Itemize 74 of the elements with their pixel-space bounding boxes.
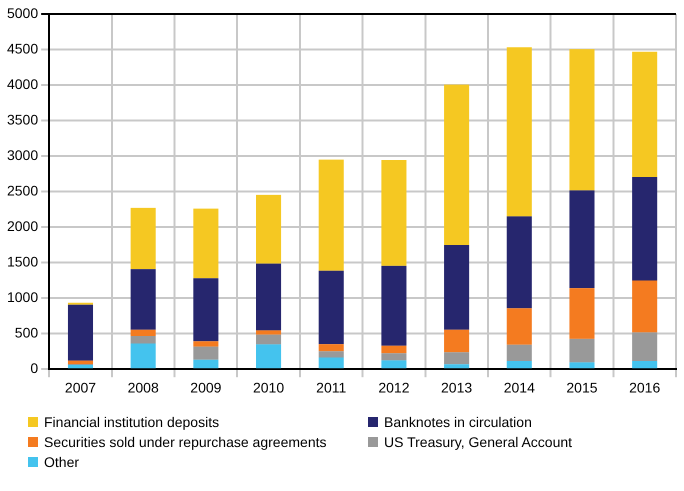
- bar: [381, 360, 406, 368]
- y-tick-label: 3500: [6, 111, 38, 128]
- legend-label: Securities sold under repurchase agreements: [44, 434, 326, 450]
- y-tick-label: 500: [14, 324, 38, 341]
- bar: [318, 160, 344, 271]
- bar: [193, 278, 218, 342]
- x-tick-label: 2014: [504, 379, 536, 396]
- x-tick-label: 2012: [378, 379, 410, 396]
- y-tick-label: 5000: [6, 4, 38, 21]
- bar: [569, 362, 595, 368]
- x-tick-label: 2011: [316, 379, 346, 396]
- bar: [193, 208, 218, 278]
- bar: [193, 346, 218, 360]
- x-tick-label: 2007: [64, 379, 96, 396]
- bar: [632, 52, 658, 177]
- bar: [256, 330, 282, 335]
- bar: [444, 352, 470, 364]
- y-tick-label: 3000: [6, 146, 38, 163]
- y-tick-label: 4000: [6, 76, 38, 92]
- bar: [506, 47, 532, 216]
- bar: [256, 334, 282, 344]
- bar: [318, 270, 344, 344]
- x-tick-label: 2008: [128, 379, 159, 396]
- y-tick-label: 2000: [6, 218, 38, 234]
- bar: [256, 264, 282, 330]
- y-tick-label: 1000: [6, 289, 38, 306]
- bar: [68, 364, 94, 368]
- bar: [130, 208, 156, 270]
- bar: [569, 288, 595, 339]
- bar: [444, 330, 470, 352]
- bar: [130, 330, 156, 336]
- x-tick-label: 2010: [252, 379, 284, 396]
- bar: [381, 353, 406, 360]
- bar: [506, 361, 532, 368]
- bar: [68, 360, 94, 364]
- x-tick-label: 2009: [190, 379, 222, 396]
- bar: [506, 216, 532, 308]
- legend-label: Other: [44, 454, 80, 470]
- bar: [130, 336, 156, 344]
- bar: [68, 304, 94, 361]
- x-tick-label: 2015: [566, 379, 598, 396]
- y-tick-label: 2500: [6, 182, 38, 198]
- bar: [381, 266, 406, 346]
- bar: [569, 190, 595, 288]
- bar: [318, 357, 344, 368]
- bar: [632, 361, 658, 368]
- bar: [193, 341, 218, 347]
- bar: [444, 84, 470, 246]
- bar: [318, 351, 344, 358]
- x-tick-label: 2013: [441, 379, 472, 396]
- bar: [632, 176, 658, 281]
- legend-label: US Treasury, General Account: [384, 434, 572, 450]
- bar: [318, 344, 344, 352]
- bar: [506, 308, 532, 345]
- bar: [256, 344, 282, 368]
- bar: [130, 343, 156, 368]
- bar: [193, 360, 218, 368]
- bar: [506, 344, 532, 362]
- bar: [130, 269, 156, 330]
- bar: [381, 346, 406, 354]
- bar: [444, 245, 470, 330]
- bar: [632, 332, 658, 362]
- bar: [444, 364, 470, 368]
- bar: [256, 194, 282, 264]
- x-tick-label: 2016: [629, 379, 660, 396]
- bar: [569, 49, 595, 190]
- legend-label: Banknotes in circulation: [384, 414, 532, 430]
- bar: [569, 338, 595, 362]
- bar: [381, 160, 406, 266]
- y-tick-label: 0: [30, 360, 38, 376]
- y-tick-label: 4500: [6, 40, 38, 56]
- bar: [632, 280, 658, 332]
- y-tick-label: 1500: [6, 254, 38, 270]
- legend-label: Financial institution deposits: [44, 414, 220, 430]
